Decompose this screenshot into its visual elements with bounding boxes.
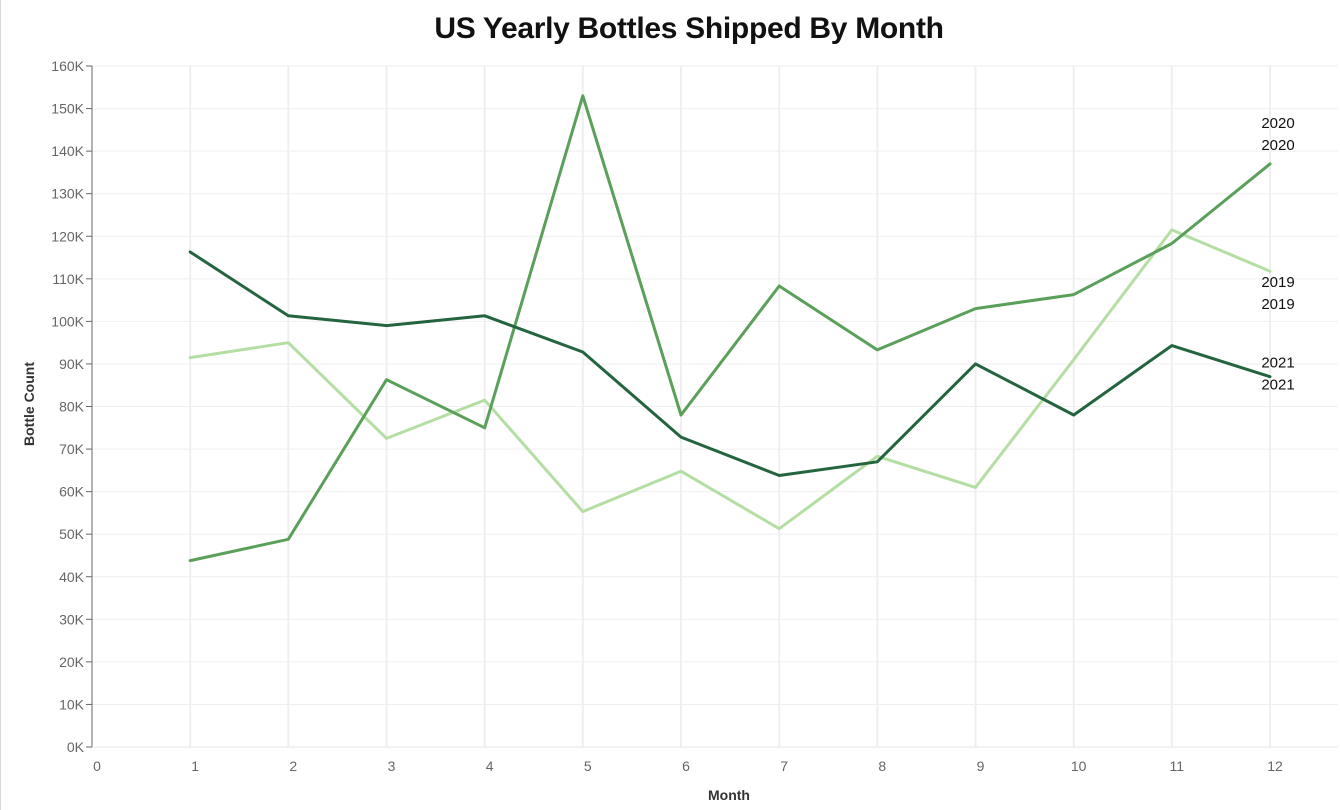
- x-tick-label: 5: [584, 758, 592, 774]
- series-lines: [188, 94, 1272, 563]
- series-end-label-2020: 2020: [1261, 115, 1294, 132]
- y-tick-label: 160K: [51, 58, 84, 74]
- series-end-label-2021: 2021: [1261, 355, 1294, 372]
- end-labels: 2019 2019 2020 2020 2021 2021: [1261, 115, 1294, 394]
- x-tick-label: 2: [289, 758, 297, 774]
- y-tick-label: 140K: [51, 143, 84, 159]
- grid-lines: [92, 65, 1338, 747]
- y-tick-label: 120K: [51, 228, 84, 244]
- series-end-label-2019: 2019: [1261, 274, 1294, 291]
- x-tick-label: 3: [388, 758, 396, 774]
- x-tick-label: 0: [93, 758, 101, 774]
- series-line-2019: [188, 228, 1272, 531]
- y-tick-label: 80K: [59, 399, 85, 415]
- y-tick-label: 150K: [51, 101, 84, 117]
- y-tick-label: 20K: [59, 654, 85, 670]
- y-tick-label: 130K: [51, 186, 84, 202]
- y-tick-label: 40K: [59, 569, 85, 585]
- axes: 0K10K20K30K40K50K60K70K80K90K100K110K120…: [51, 58, 1338, 774]
- x-tick-label: 11: [1170, 758, 1185, 774]
- series-end-label-2019: 2019: [1261, 296, 1294, 313]
- series-line-2021: [188, 250, 1272, 477]
- y-tick-label: 100K: [51, 313, 84, 329]
- y-tick-label: 110K: [52, 271, 84, 287]
- series-line-2020: [188, 94, 1272, 563]
- x-axis-title: Month: [708, 787, 750, 803]
- series-end-label-2020: 2020: [1261, 137, 1294, 154]
- y-tick-label: 60K: [59, 484, 85, 500]
- y-tick-label: 50K: [59, 526, 85, 542]
- x-tick-label: 10: [1071, 758, 1087, 774]
- y-tick-label: 90K: [59, 356, 85, 372]
- x-tick-label: 7: [780, 758, 788, 774]
- x-tick-label: 12: [1267, 758, 1283, 774]
- y-tick-label: 30K: [59, 611, 85, 627]
- x-tick-label: 9: [977, 758, 985, 774]
- x-tick-label: 6: [682, 758, 690, 774]
- y-tick-label: 10K: [59, 696, 85, 712]
- y-tick-label: 70K: [59, 441, 85, 457]
- left-border: [0, 0, 1, 810]
- chart-title: US Yearly Bottles Shipped By Month: [434, 12, 944, 45]
- y-tick-label: 0K: [67, 739, 85, 755]
- x-tick-label: 1: [191, 758, 199, 774]
- y-axis-title: Bottle Count: [21, 362, 37, 446]
- series-end-label-2021: 2021: [1261, 377, 1294, 394]
- x-tick-label: 4: [486, 758, 494, 774]
- x-tick-label: 8: [878, 758, 886, 774]
